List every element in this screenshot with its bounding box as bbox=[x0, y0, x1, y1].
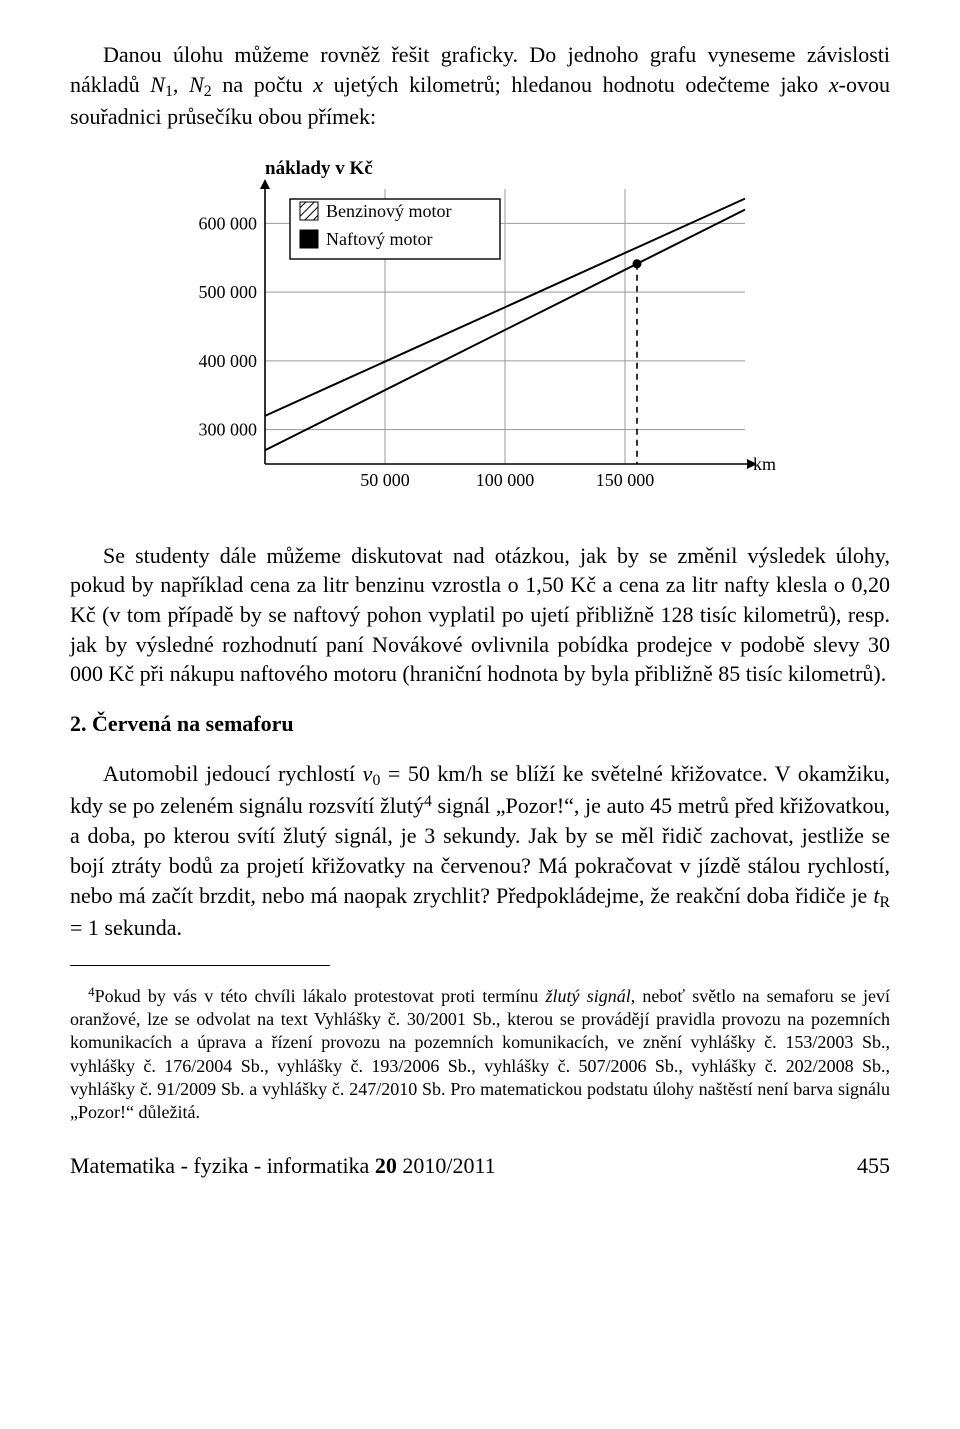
footer-volume: 20 bbox=[375, 1153, 397, 1178]
intro-text-b: , bbox=[173, 72, 189, 97]
svg-text:náklady v Kč: náklady v Kč bbox=[265, 158, 373, 179]
problem-paragraph: Automobil jedoucí rychlostí v0 = 50 km/h… bbox=[70, 759, 890, 943]
page-footer: Matematika - fyzika - informatika 20 201… bbox=[70, 1153, 890, 1179]
svg-text:600 000: 600 000 bbox=[199, 213, 258, 233]
footnote-marker: 4 bbox=[70, 984, 95, 999]
var-n1: N bbox=[150, 72, 165, 97]
discussion-paragraph: Se studenty dále můžeme diskutovat nad o… bbox=[70, 541, 890, 689]
var-x2: x bbox=[829, 72, 839, 97]
p3-a: Automobil jedoucí rychlostí bbox=[103, 761, 363, 786]
svg-text:Benzinový motor: Benzinový motor bbox=[326, 201, 451, 221]
footer-page-number: 455 bbox=[857, 1153, 890, 1179]
var-n2-sub: 2 bbox=[204, 83, 212, 100]
svg-text:100 000: 100 000 bbox=[476, 470, 535, 490]
svg-text:150 000: 150 000 bbox=[596, 470, 655, 490]
intro-paragraph: Danou úlohu můžeme rovněž řešit graficky… bbox=[70, 40, 890, 132]
var-n1-sub: 1 bbox=[165, 83, 173, 100]
var-tr-sub: R bbox=[879, 894, 890, 911]
intro-text-d: ujetých kilometrů; hledanou hodnotu odeč… bbox=[323, 72, 829, 97]
footnote-rule bbox=[70, 965, 330, 966]
section-2-title: 2. Červená na semaforu bbox=[70, 711, 890, 737]
intro-text-c: na počtu bbox=[212, 72, 314, 97]
footer-journal: Matematika - fyzika - informatika bbox=[70, 1153, 375, 1178]
var-n2: N bbox=[189, 72, 204, 97]
svg-text:300 000: 300 000 bbox=[199, 419, 258, 439]
var-x: x bbox=[313, 72, 323, 97]
p3-d: = 1 sekunda. bbox=[70, 915, 182, 940]
svg-text:400 000: 400 000 bbox=[199, 351, 258, 371]
svg-text:500 000: 500 000 bbox=[199, 282, 258, 302]
fn4-b: , neboť světlo na semaforu se jeví oranž… bbox=[70, 986, 890, 1123]
cost-chart: náklady v Kč 300 000 400 000 500 000 600 000… bbox=[175, 154, 785, 519]
footnote-4: 4Pokud by vás v této chvíli lákalo prote… bbox=[70, 984, 890, 1125]
svg-text:Naftový motor: Naftový motor bbox=[326, 229, 432, 249]
footer-year: 2010/2011 bbox=[397, 1153, 496, 1178]
footer-left: Matematika - fyzika - informatika 20 201… bbox=[70, 1153, 496, 1179]
fn4-a: Pokud by vás v této chvíli lákalo protes… bbox=[95, 986, 546, 1006]
fn4-ital: žlutý signál bbox=[546, 986, 631, 1006]
var-v0: v bbox=[363, 761, 373, 786]
fn-ref-4: 4 bbox=[424, 793, 432, 810]
svg-text:50 000: 50 000 bbox=[360, 470, 410, 490]
